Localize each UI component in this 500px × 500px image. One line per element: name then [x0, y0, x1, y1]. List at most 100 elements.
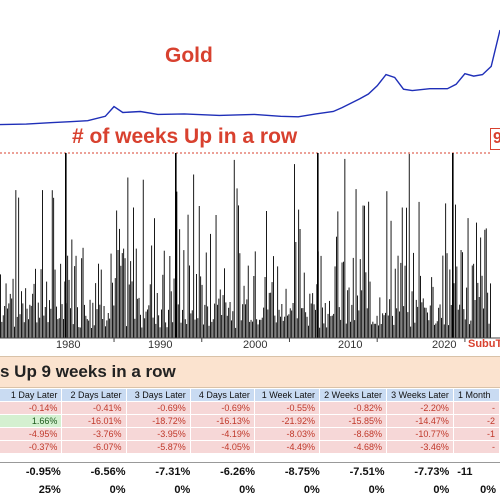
- weeks-up-bar: [254, 251, 256, 338]
- weeks-up-bar: [148, 305, 150, 338]
- weeks-up-bar: [424, 307, 426, 338]
- weeks-up-bar: [210, 233, 211, 338]
- weeks-up-bar: [357, 295, 358, 338]
- column-header: 3 Days Later: [126, 389, 191, 402]
- weeks-up-bar: [110, 253, 112, 338]
- weeks-up-bar: [135, 248, 137, 338]
- weeks-up-bar: [47, 322, 49, 338]
- weeks-up-bar: [81, 258, 83, 338]
- weeks-up-bar: [313, 304, 315, 338]
- weeks-up-bar: [420, 275, 421, 338]
- weeks-up-bar: [340, 319, 342, 338]
- weeks-up-bar: [365, 272, 367, 338]
- weeks-up-bar: [169, 256, 171, 338]
- weeks-up-bar: [462, 252, 463, 338]
- weeks-up-bar: [103, 306, 105, 338]
- weeks-up-bar: [28, 319, 29, 338]
- weeks-up-bar: [198, 206, 200, 338]
- weeks-up-bar: [242, 304, 244, 338]
- weeks-up-bar: [453, 283, 455, 338]
- table-cell: -4.49%: [254, 440, 321, 453]
- table-row: 1.66% -16.01% -18.72% -16.13% -21.92% -1…: [0, 414, 500, 428]
- weeks-up-bar: [212, 319, 214, 338]
- weeks-up-bar: [355, 189, 357, 338]
- weeks-up-bar: [190, 313, 192, 338]
- weeks-up-bar: [329, 300, 330, 338]
- weeks-up-bar: [170, 291, 172, 338]
- weeks-up-bar: [0, 274, 1, 338]
- table-cell: -6.07%: [61, 440, 127, 453]
- weeks-up-bar: [215, 215, 217, 338]
- weeks-up-bar: [299, 229, 301, 338]
- threshold-label: 9: [490, 128, 500, 150]
- weeks-up-bar: [221, 315, 223, 338]
- table-cell: -0.55%: [254, 401, 321, 415]
- table-cell: -0.82%: [319, 401, 387, 415]
- weeks-up-bar: [191, 310, 193, 338]
- weeks-up-bar: [168, 309, 169, 338]
- table-cell: -4.95%: [0, 427, 63, 441]
- weeks-up-bar: [86, 319, 88, 338]
- weeks-up-bar: [53, 197, 55, 338]
- weeks-up-bar: [196, 274, 197, 338]
- weeks-up-bar: [82, 247, 84, 338]
- weeks-up-bar: [361, 290, 363, 338]
- weeks-up-bar: [366, 308, 368, 338]
- weeks-up-bar: [289, 308, 291, 338]
- weeks-up-bar: [281, 304, 283, 338]
- weeks-up-bar: [277, 266, 279, 338]
- table-row: -4.95% -3.76% -3.95% -4.19% -8.03% -8.68…: [0, 427, 500, 441]
- weeks-up-bar: [285, 288, 287, 338]
- pct-positive-cell: 0%: [174, 484, 191, 496]
- weeks-up-bar: [240, 320, 242, 338]
- weeks-up-bar: [142, 179, 144, 338]
- weeks-up-bar: [303, 272, 305, 338]
- weeks-up-bar: [131, 281, 133, 338]
- weeks-up-bar: [208, 325, 210, 338]
- weeks-up-bar: [187, 214, 189, 338]
- weeks-up-bar: [14, 326, 15, 338]
- weeks-up-bar: [294, 164, 295, 338]
- weeks-up-bar: [390, 220, 392, 338]
- weeks-up-bar: [127, 177, 129, 338]
- weeks-up-bar: [179, 229, 181, 338]
- table-cell: 1.66%: [0, 414, 63, 428]
- weeks-up-bar: [154, 218, 155, 338]
- weeks-up-bar: [98, 263, 99, 338]
- column-header: 4 Days Later: [190, 389, 255, 402]
- weeks-up-bar: [7, 308, 8, 338]
- weeks-up-bar: [102, 319, 104, 338]
- weeks-up-bar: [214, 303, 216, 338]
- column-header: 3 Weeks Later: [386, 389, 454, 402]
- weeks-up-bar: [471, 265, 473, 338]
- weeks-up-bar: [469, 324, 470, 338]
- weeks-up-bar: [371, 324, 372, 338]
- weeks-up-bar: [85, 315, 87, 338]
- weeks-up-bar: [236, 188, 238, 338]
- weeks-up-bar: [25, 288, 27, 338]
- weeks-up-bar: [333, 313, 335, 338]
- weeks-up-bar: [368, 201, 370, 338]
- weeks-up-bar: [275, 322, 277, 338]
- weeks-up-bar: [337, 211, 339, 338]
- weeks-up-bar: [42, 190, 43, 338]
- weeks-up-bar: [100, 269, 102, 338]
- weeks-up-bar: [264, 277, 266, 338]
- weeks-up-bar: [320, 255, 322, 338]
- weeks-up-bar: [488, 323, 490, 338]
- weeks-up-bar: [387, 315, 389, 338]
- weeks-up-bar: [464, 319, 466, 338]
- weeks-up-bar: [282, 320, 284, 338]
- weeks-up-bar: [22, 303, 24, 338]
- weeks-up-bar: [112, 282, 113, 338]
- table-cell: -16.13%: [190, 414, 255, 428]
- weeks-up-bar: [466, 287, 468, 338]
- weeks-up-bar: [485, 228, 487, 338]
- weeks-up-bar: [298, 209, 300, 338]
- column-header: 1 Month: [453, 389, 500, 402]
- weeks-up-bar: [260, 319, 262, 338]
- pct-positive-cell: 0%: [303, 484, 320, 496]
- weeks-up-bar: [74, 266, 76, 338]
- weeks-up-bar: [144, 318, 146, 338]
- table-cell: -8.03%: [254, 427, 321, 441]
